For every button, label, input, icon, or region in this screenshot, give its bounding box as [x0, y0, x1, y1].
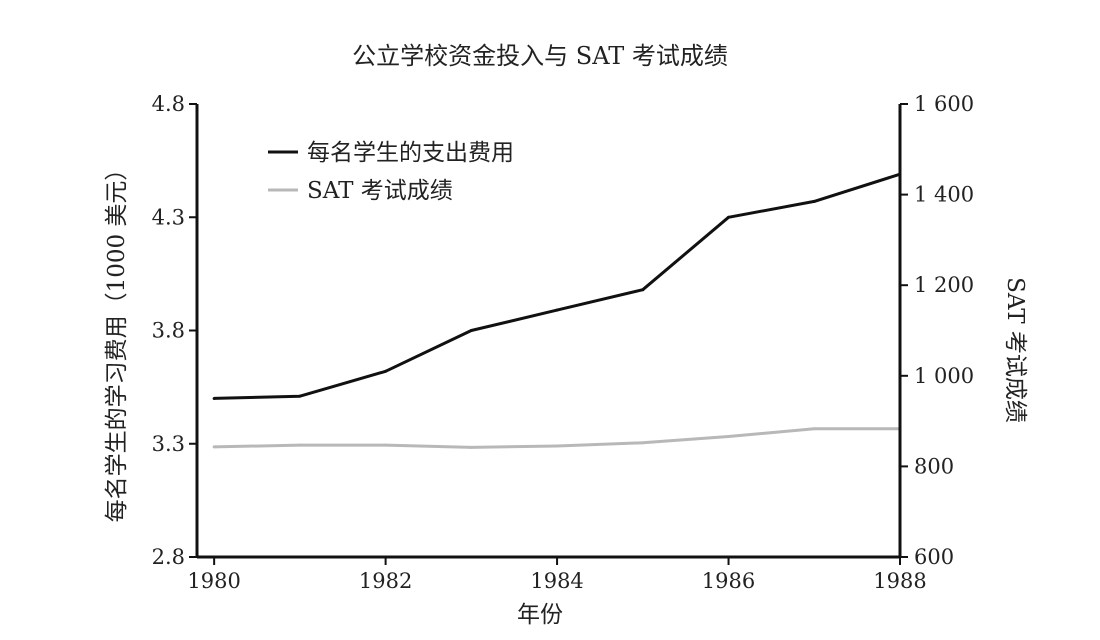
spending-point	[384, 369, 388, 373]
legend-label-spending: 每名学生的支出费用	[307, 140, 514, 166]
x-axis-label: 年份	[517, 602, 563, 628]
x-tick-label: 1980	[187, 569, 240, 593]
x-tick-label: 1982	[359, 569, 412, 593]
spending-point	[212, 396, 216, 400]
sat-point	[469, 445, 473, 449]
chart-title: 公立学校资金投入与 SAT 考试成绩	[352, 42, 728, 70]
series-line-spending	[214, 172, 901, 400]
spending-point	[469, 329, 473, 332]
sat-point	[812, 427, 816, 431]
x-tick-label: 1986	[702, 569, 755, 593]
y-ticks-right: 600 800 1 000 1 200 1 400 1 600	[900, 92, 974, 569]
spending-point	[727, 215, 731, 219]
spending-point	[298, 394, 302, 398]
y-right-tick-label: 600	[914, 545, 954, 569]
x-tick-label: 1988	[873, 569, 926, 593]
legend-label-sat: SAT 考试成绩	[307, 178, 453, 204]
y-right-tick-label: 1 000	[914, 364, 974, 388]
sat-point	[727, 435, 731, 439]
y-left-tick-label: 4.8	[152, 92, 185, 116]
sat-point	[555, 444, 559, 448]
y-axis-label-left: 每名学生的学习费用（1000 美元）	[104, 158, 130, 523]
y-left-tick-label: 3.3	[152, 432, 185, 456]
plot-area	[212, 172, 902, 449]
y-right-tick-label: 1 400	[914, 183, 974, 207]
sat-point	[298, 443, 302, 447]
y-left-tick-label: 4.3	[152, 205, 185, 229]
spending-point	[555, 308, 559, 312]
y-ticks-left: 2.8 3.3 3.8 4.3 4.8	[152, 92, 197, 569]
y-left-tick-label: 2.8	[152, 545, 185, 569]
x-tick-label: 1984	[530, 569, 583, 593]
spending-point	[812, 199, 816, 203]
y-left-tick-label: 3.8	[152, 319, 185, 343]
sat-point	[641, 441, 645, 445]
y-right-tick-label: 1 200	[914, 273, 974, 297]
sat-point	[212, 445, 216, 449]
x-ticks: 1980 1982 1984 1986 1988	[187, 557, 927, 593]
y-right-tick-label: 1 600	[914, 92, 974, 116]
sat-point	[384, 443, 388, 447]
y-right-tick-label: 800	[914, 454, 954, 478]
spending-point	[641, 288, 645, 292]
legend: 每名学生的支出费用 SAT 考试成绩	[268, 140, 514, 204]
y-axis-label-right: SAT 考试成绩	[1002, 277, 1028, 423]
